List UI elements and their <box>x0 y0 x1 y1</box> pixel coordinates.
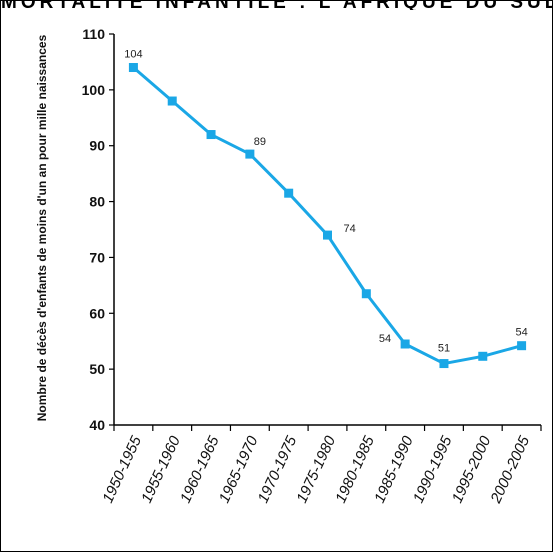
chart-header-text: MORTALITÉ INFANTILE : L'AFRIQUE DU SUD <box>1 1 552 10</box>
data-point <box>284 188 294 198</box>
data-point <box>323 230 332 240</box>
y-tick-label: 50 <box>89 361 105 377</box>
data-point <box>361 289 371 299</box>
x-tick-label: 1990-1995 <box>410 433 456 506</box>
data-label: 104 <box>124 49 142 61</box>
data-label: 74 <box>344 223 356 235</box>
data-label: 51 <box>438 343 450 355</box>
y-tick-label: 100 <box>82 82 106 98</box>
y-tick-label: 70 <box>89 249 105 265</box>
y-axis-label: Nombre de décès d'enfants de moins d'un … <box>35 34 49 421</box>
data-point <box>167 96 177 106</box>
x-tick-label: 1950-1955 <box>99 433 145 506</box>
data-label: 54 <box>379 333 391 345</box>
x-tick-label: 1965-1970 <box>216 433 262 506</box>
data-point <box>128 63 138 73</box>
y-tick-label: 80 <box>89 194 105 210</box>
x-tick-label: 1970-1975 <box>255 433 301 506</box>
x-tick-label: 1960-1965 <box>177 433 223 506</box>
data-point <box>478 351 488 361</box>
data-point <box>517 341 527 351</box>
y-tick-label: 110 <box>82 26 105 42</box>
data-point <box>439 359 449 369</box>
x-tick-label: 1985-1990 <box>371 433 417 506</box>
x-tick-label: 1995-2000 <box>449 433 495 506</box>
x-tick-label: 1975-1980 <box>293 433 339 506</box>
data-label: 89 <box>254 136 266 148</box>
data-point <box>400 339 410 349</box>
data-point <box>206 130 216 140</box>
series-line <box>132 66 522 366</box>
data-label: 54 <box>515 327 527 339</box>
x-tick-label: 2000-2005 <box>487 433 533 507</box>
x-tick-label: 1980-1985 <box>332 433 378 506</box>
data-point <box>245 149 255 159</box>
y-tick-label: 60 <box>89 305 105 321</box>
x-tick-label: 1955-1960 <box>138 433 184 506</box>
y-tick-label: 40 <box>89 417 105 433</box>
y-tick-label: 90 <box>89 138 105 154</box>
header-strip: MORTALITÉ INFANTILE : L'AFRIQUE DU SUD <box>1 1 552 10</box>
